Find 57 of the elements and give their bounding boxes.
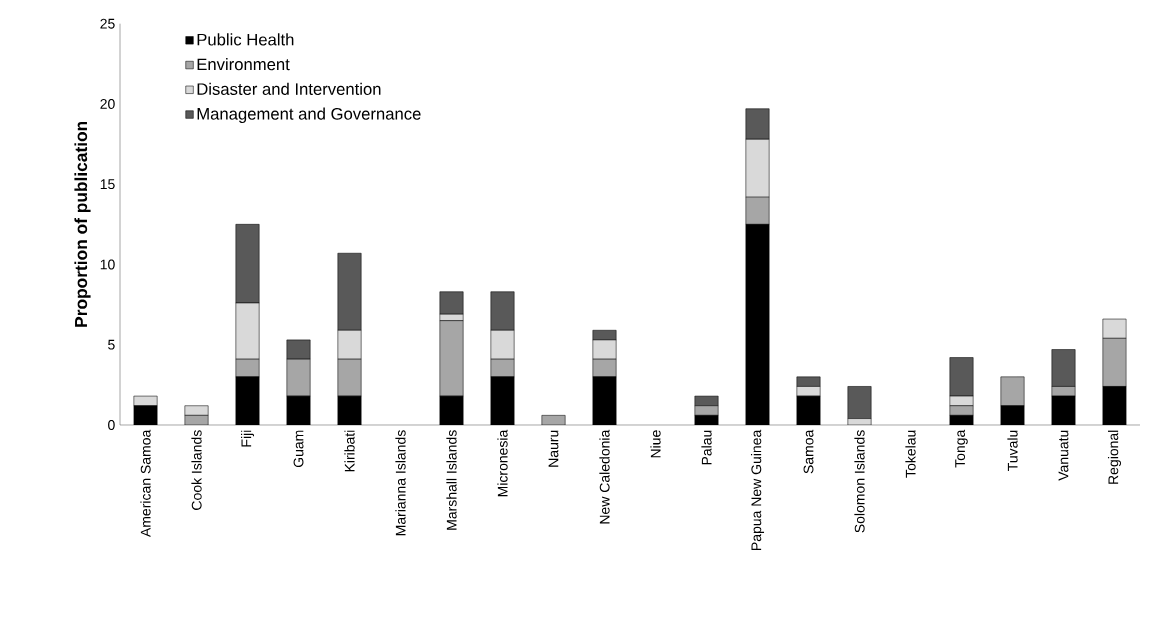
bar <box>1000 376 1025 406</box>
bar <box>1102 318 1127 339</box>
bar <box>847 386 872 419</box>
bar <box>694 405 719 416</box>
bar <box>337 252 362 331</box>
bar <box>1102 338 1127 387</box>
x-tick-label: Papua New Guinea <box>750 429 765 550</box>
bar <box>745 138 770 198</box>
x-tick-label: Tonga <box>955 429 968 468</box>
x-tick-label: Regional <box>1107 430 1122 484</box>
bar <box>439 291 464 315</box>
bar <box>286 339 311 360</box>
bar <box>235 302 260 360</box>
bar <box>490 330 515 360</box>
y-tick-label: 15 <box>100 179 115 190</box>
bar <box>949 357 974 397</box>
x-tick-label: Niue <box>650 430 661 458</box>
bar <box>337 330 362 360</box>
x-tick-label: Kiribati <box>344 430 355 472</box>
y-tick-label: 0 <box>108 420 115 430</box>
x-tick-label: Micronesia <box>497 429 508 497</box>
bar <box>592 339 617 360</box>
x-tick-label: Samoa <box>803 429 814 474</box>
bar <box>949 405 974 416</box>
bar <box>184 405 209 416</box>
x-tick-label: Fiji <box>240 430 255 447</box>
bar <box>490 291 515 331</box>
legend-label: Disaster and Intervention <box>197 82 381 95</box>
x-tick-label: Solomon Islands <box>854 430 865 533</box>
bar <box>796 376 821 387</box>
x-tick-label: Cook Islands <box>191 430 202 510</box>
legend-label: Management and Governance <box>197 107 421 124</box>
bar <box>745 196 770 225</box>
bar <box>439 320 464 397</box>
bar <box>337 358 362 397</box>
x-tick-label: Marshall Islands <box>446 430 457 530</box>
x-tick-label: Tuvalu <box>1007 430 1018 471</box>
legend-label: Public Health <box>197 33 294 46</box>
y-tick-label: 5 <box>108 339 115 350</box>
x-tick-label: Nauru <box>548 430 559 467</box>
x-tick-label: Tokelau <box>905 430 916 478</box>
x-tick-label: Palau <box>701 430 712 465</box>
bar <box>286 358 311 397</box>
y-tick-label: 20 <box>100 98 115 109</box>
x-tick-label: Marianna Islands <box>395 430 406 536</box>
bar <box>235 224 260 304</box>
bar <box>694 395 719 406</box>
y-tick-label: 10 <box>100 259 115 270</box>
x-tick-label: New Caledonia <box>599 429 610 524</box>
y-tick-label: 25 <box>100 18 115 29</box>
bar <box>1051 349 1076 387</box>
legend-label: Environment <box>197 58 290 71</box>
x-tick-label: Guam <box>293 430 304 468</box>
x-tick-label: Vanuatu <box>1058 430 1069 481</box>
y-axis-title: Proportion of publication <box>74 121 91 327</box>
bar <box>592 330 617 341</box>
x-tick-label: American Samoa <box>140 429 151 538</box>
